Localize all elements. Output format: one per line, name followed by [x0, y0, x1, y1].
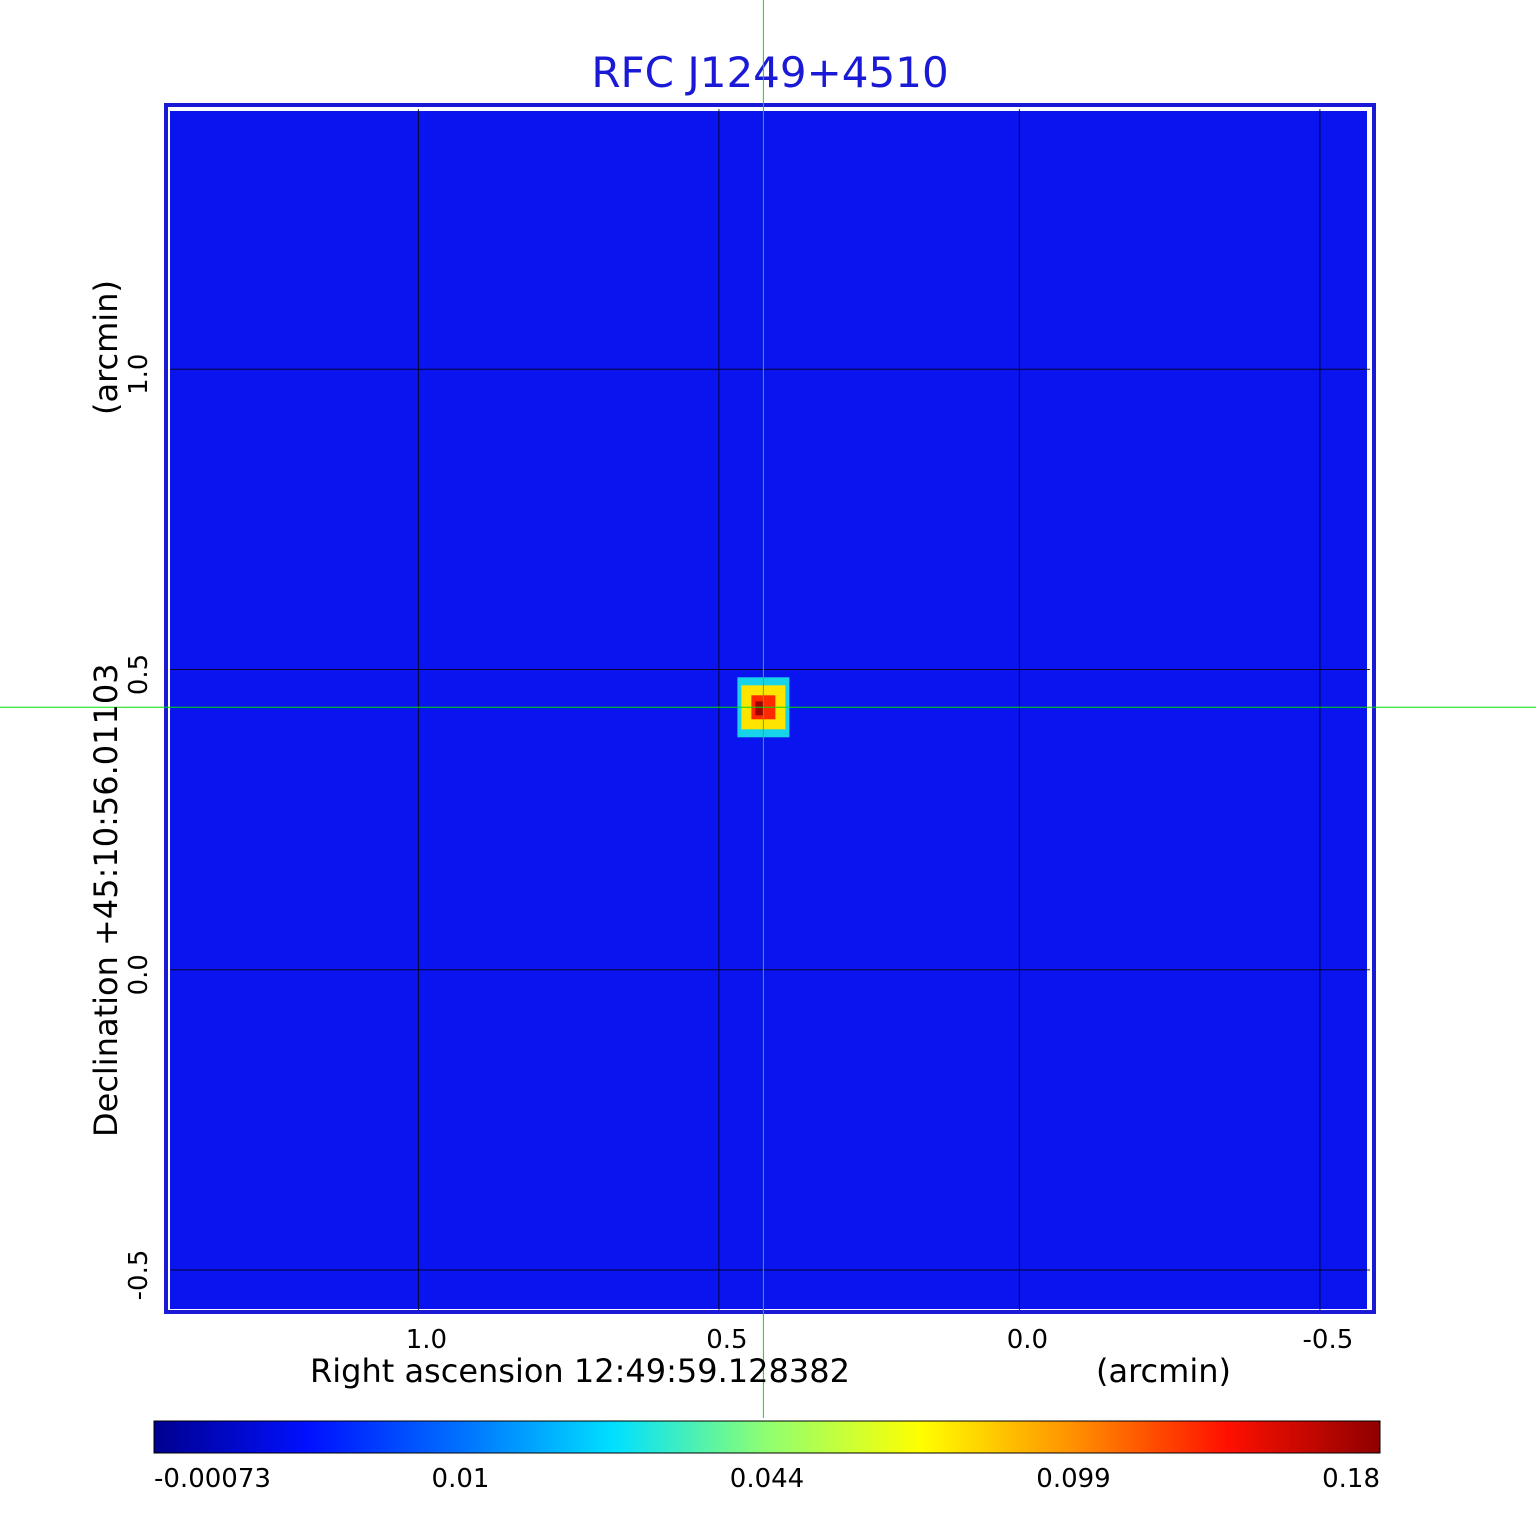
crosshair — [0, 0, 1536, 1418]
source-peak — [755, 701, 764, 716]
colorbar-tick-label: -0.00073 — [154, 1464, 271, 1494]
x-axis-unit: (arcmin) — [1096, 1352, 1231, 1390]
x-tick-label: 1.0 — [406, 1325, 447, 1355]
coordinate-grid — [170, 109, 1370, 1310]
x-tick-label: 0.5 — [706, 1325, 747, 1355]
y-tick-label: 0.0 — [124, 954, 154, 995]
x-axis-label: Right ascension 12:49:59.128382 — [310, 1352, 850, 1390]
chart-title: RFC J1249+4510 — [591, 48, 948, 97]
colorbar-tick-label: 0.01 — [432, 1464, 490, 1494]
x-tick-label: -0.5 — [1303, 1325, 1354, 1355]
colorbar-ticks: -0.00073 0.01 0.044 0.099 0.18 — [154, 1464, 1380, 1494]
x-tick-label: 0.0 — [1007, 1325, 1048, 1355]
colorbar — [153, 1420, 1381, 1454]
y-axis-label: Declination +45:10:56.01103 — [87, 663, 125, 1137]
colorbar-tick-label: 0.044 — [730, 1464, 804, 1494]
y-axis-ticks: 1.0 0.5 0.0 -0.5 — [124, 354, 154, 1301]
colorbar-tick-label: 0.18 — [1322, 1464, 1380, 1494]
x-axis-ticks: 1.0 0.5 0.0 -0.5 — [406, 1325, 1354, 1355]
y-tick-label: -0.5 — [124, 1250, 154, 1301]
y-axis-unit: (arcmin) — [87, 280, 125, 415]
y-tick-label: 0.5 — [124, 654, 154, 695]
colorbar-tick-label: 0.099 — [1036, 1464, 1110, 1494]
y-tick-label: 1.0 — [124, 354, 154, 395]
